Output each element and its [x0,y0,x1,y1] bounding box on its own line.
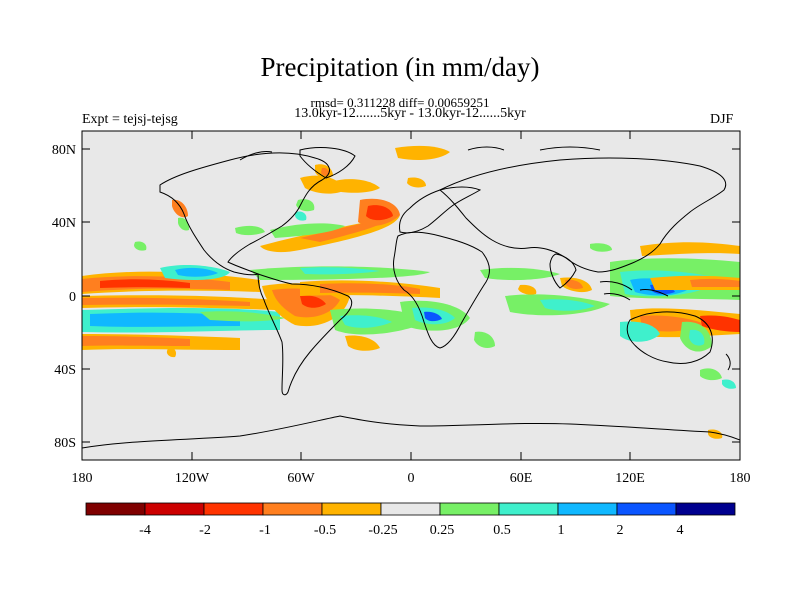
colorbar-swatch [439,502,500,516]
anomaly-patch [82,297,250,306]
colorbar-label: 0.25 [430,523,455,538]
colorbar-swatch [675,502,736,516]
anomaly-patch [134,241,147,251]
coastlines [82,146,740,449]
lon-tick-marks [81,131,741,460]
colorbar-label: 4 [677,523,684,538]
colorbar-label: -0.5 [314,523,336,538]
lon-label: 180 [72,471,93,486]
anomaly-patch [82,336,190,346]
colorbar-label: 0.5 [493,523,511,538]
lat-label: 0 [69,290,76,305]
anomaly-patch [407,177,426,188]
coastline-indonesia [599,281,669,301]
coastline-antarctica [82,415,740,449]
colorbar [85,502,736,516]
anomaly-patch [296,199,315,212]
anomaly-patch [340,315,392,328]
lat-tick-labels: 80N 40N 0 40S 80S [52,143,76,451]
colorbar-labels: -4 -2 -1 -0.5 -0.25 0.25 0.5 1 2 4 [139,523,683,538]
anomaly-patch [700,368,722,381]
coastline-australia [626,311,713,365]
colorbar-label: -2 [199,523,211,538]
experiment-label: Expt = tejsj-tejsg [82,112,178,127]
anomaly-patch [424,311,442,322]
anomaly-patch [540,299,595,311]
anomaly-patch [300,295,326,308]
anomaly-patch [90,312,240,327]
anomaly-patch [300,267,380,275]
lon-label: 120E [615,471,645,486]
coastline-europe [399,186,482,234]
colorbar-swatch [616,502,677,516]
anomaly-patch [330,179,380,193]
anomaly-patch [620,321,660,342]
anomaly-patch [321,167,330,176]
colorbar-swatch [498,502,559,516]
lat-label: 80S [54,436,76,451]
colorbar-label: 1 [558,523,565,538]
colorbar-swatch [85,502,146,516]
anomaly-patch [270,223,345,238]
anomaly-shading [82,145,740,439]
anomaly-patch [690,278,740,287]
anomaly-patch [175,267,218,277]
lon-label: 60E [510,471,533,486]
lat-tick-marks [82,148,740,443]
lon-tick-labels: 180 120W 60W 0 60E 120E 180 [72,471,751,486]
chart-title: Precipitation (in mm/day) [260,52,540,82]
colorbar-label: -1 [259,523,271,538]
coastline-greenland [299,147,356,179]
anomaly-patch [345,335,380,351]
coastline-africa [393,231,490,349]
anomaly-patch [235,225,265,236]
anomaly-patch [700,315,740,332]
season-label: DJF [710,112,734,127]
colorbar-swatch [321,502,382,516]
anomaly-patch [366,205,393,221]
anomaly-patch [722,379,736,389]
anomaly-patch [395,145,450,160]
coastline-eurasia [439,157,727,273]
colorbar-label: -4 [139,523,151,538]
anomaly-patch [166,347,177,358]
periods-line: 13.0kyr-12.......5kyr - 13.0kyr-12......… [294,106,526,121]
colorbar-label: 2 [617,523,624,538]
lat-label: 40S [54,363,76,378]
colorbar-swatch [557,502,618,516]
anomaly-patch [689,329,705,346]
anomaly-patch [100,279,190,288]
colorbar-swatch [262,502,323,516]
colorbar-swatch [203,502,264,516]
anomaly-patch [474,331,495,348]
lon-label: 180 [730,471,751,486]
anomaly-patch [480,267,560,281]
anomaly-patch [295,211,307,221]
coastline-south-america [257,273,353,396]
anomaly-patch [640,242,740,256]
anomaly-patch [565,279,583,289]
lat-label: 40N [52,216,76,231]
coastline-new-zealand [725,353,731,371]
anomaly-patch [518,284,537,295]
lon-label: 60W [287,471,315,486]
lon-label: 0 [408,471,415,486]
colorbar-swatch [144,502,205,516]
anomaly-patch [320,283,420,294]
coastline-north-america [159,152,330,276]
lat-label: 80N [52,143,76,158]
lon-label: 120W [175,471,210,486]
anomaly-patch [200,311,285,322]
coastline-india [549,253,577,289]
stats-line: rmsd= 0.311228 diff= 0.00659251 [310,95,490,110]
anomaly-patch [590,243,612,252]
colorbar-label: -0.25 [368,523,397,538]
colorbar-swatch [380,502,441,516]
coastline-arctic [239,146,601,161]
